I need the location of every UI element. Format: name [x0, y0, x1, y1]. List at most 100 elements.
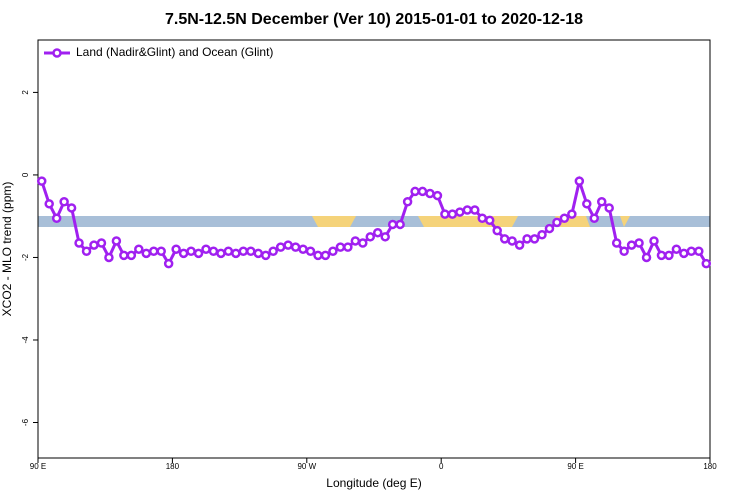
data-point: [313, 250, 323, 261]
data-point: [686, 246, 697, 257]
data-point: [544, 223, 555, 234]
data-point: [596, 197, 607, 207]
data-point: [44, 199, 54, 209]
data-point: [507, 236, 517, 246]
y-tick-label: 2: [21, 90, 30, 95]
data-point: [537, 230, 547, 240]
data-point: [634, 238, 644, 248]
data-point: [455, 207, 465, 217]
data-point: [417, 186, 428, 197]
data-point: [66, 203, 77, 213]
data-point: [447, 209, 458, 219]
data-point: [119, 250, 129, 261]
data-point: [582, 199, 592, 209]
x-tick-label: 90 E: [567, 462, 583, 471]
reference-band: [38, 216, 710, 227]
data-point: [432, 190, 443, 201]
data-point: [694, 246, 704, 257]
data-point: [111, 236, 122, 246]
data-point: [81, 246, 92, 257]
data-point: [679, 248, 689, 259]
y-tick-label: -4: [21, 336, 30, 344]
data-point: [305, 246, 316, 257]
data-point: [59, 197, 69, 207]
data-point: [238, 246, 249, 257]
data-point: [260, 250, 271, 261]
data-point: [186, 246, 196, 257]
data-point: [141, 248, 152, 259]
data-point: [156, 246, 166, 257]
data-point: [231, 248, 241, 259]
data-point: [641, 252, 652, 263]
data-point: [402, 197, 413, 207]
y-tick-label: 0: [21, 172, 30, 177]
data-point: [74, 238, 84, 248]
data-point: [365, 232, 376, 242]
data-point: [193, 248, 204, 259]
data-point: [552, 217, 562, 228]
data-point: [171, 244, 181, 254]
chart-title: 7.5N-12.5N December (Ver 10) 2015-01-01 …: [165, 11, 583, 28]
data-point: [343, 242, 353, 252]
y-tick-label: -6: [21, 418, 30, 426]
data-point: [619, 246, 629, 257]
data-point: [223, 246, 234, 257]
data-point: [372, 227, 383, 238]
data-point: [671, 244, 682, 254]
data-point: [298, 244, 308, 254]
data-point: [89, 240, 99, 250]
data-point: [499, 234, 510, 244]
data-point: [611, 238, 622, 248]
data-point: [335, 242, 346, 252]
data-point: [425, 188, 435, 199]
data-point: [387, 219, 398, 230]
data-point: [656, 250, 667, 261]
data-point: [514, 240, 525, 250]
data-point: [395, 219, 405, 230]
data-point: [216, 248, 226, 259]
data-point: [589, 213, 600, 224]
data-point: [268, 246, 278, 257]
data-point: [484, 215, 495, 226]
x-tick-label: 90 W: [297, 462, 316, 471]
data-point: [529, 234, 540, 244]
data-point: [104, 252, 114, 263]
data-point: [522, 234, 532, 244]
data-point: [126, 250, 137, 261]
plot-frame: [37, 39, 711, 459]
data-point: [462, 205, 473, 215]
data-point: [51, 213, 62, 224]
x-tick-label: 0: [439, 462, 444, 471]
data-point: [178, 248, 189, 259]
data-point: [275, 242, 286, 252]
y-tick-label: -2: [21, 253, 30, 261]
data-point: [358, 238, 368, 248]
data-point: [410, 186, 420, 197]
y-axis-label: XCO2 - MLO trend (ppm): [0, 182, 14, 317]
legend-label: Land (Nadir&Glint) and Ocean (Glint): [76, 45, 273, 59]
data-point: [96, 238, 107, 248]
data-point: [701, 258, 712, 269]
data-point: [290, 242, 301, 252]
data-point: [574, 176, 585, 186]
x-tick-label: 180: [703, 462, 717, 471]
data-point: [350, 236, 361, 246]
x-axis-label: Longitude (deg E): [326, 476, 421, 490]
data-point: [664, 250, 674, 261]
data-point: [253, 248, 264, 259]
data-point: [626, 240, 637, 250]
data-point: [134, 244, 144, 254]
data-point: [201, 244, 211, 254]
data-point: [246, 246, 256, 257]
data-point: [320, 250, 331, 261]
data-point: [477, 213, 488, 224]
data-point: [604, 203, 614, 213]
data-point: [559, 213, 570, 224]
data-point: [283, 240, 293, 250]
data-point: [492, 225, 502, 236]
data-point: [440, 209, 450, 219]
data-point: [328, 246, 338, 257]
data-point: [470, 205, 480, 215]
x-tick-label: 180: [166, 462, 180, 471]
